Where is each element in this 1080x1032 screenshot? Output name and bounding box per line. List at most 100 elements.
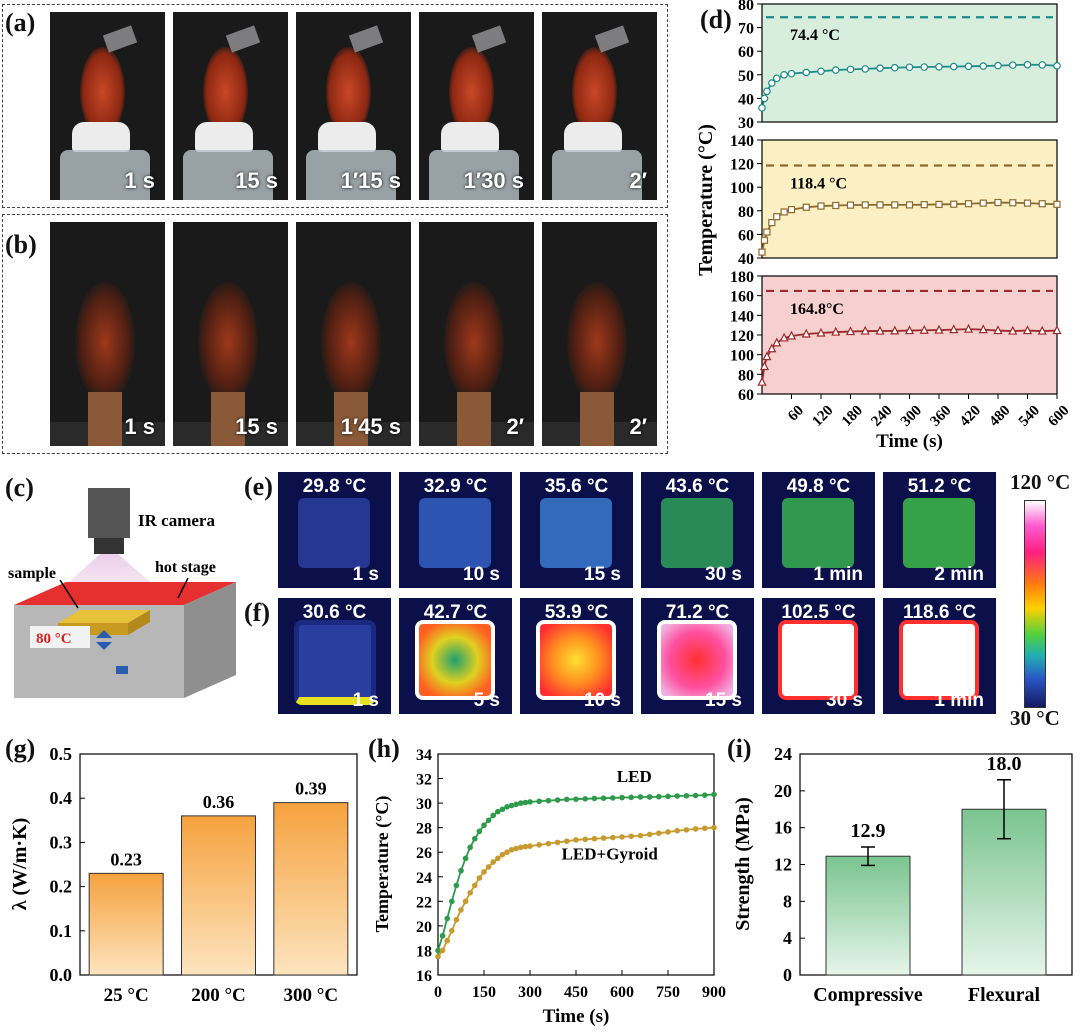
y-tick-label: 20 xyxy=(774,781,792,801)
data-point xyxy=(993,325,1003,335)
thermal-time: 15 s xyxy=(584,564,621,585)
y-tick-label: 16 xyxy=(416,968,432,985)
data-point xyxy=(692,792,699,799)
plot-area xyxy=(761,275,1058,395)
data-point xyxy=(772,337,782,347)
data-point xyxy=(760,236,769,244)
data-point xyxy=(495,855,501,862)
burner-tube xyxy=(334,392,368,446)
stage-top xyxy=(14,582,236,605)
y-tick-label: 24 xyxy=(774,744,792,764)
sample-block xyxy=(58,610,150,623)
chart-h: 16 18 20 22 24 26 28 30 32 34 0 150 300 450 600 750 900 L… xyxy=(372,747,726,1027)
data-point xyxy=(920,201,928,209)
panel-label-f: (f) xyxy=(244,598,270,627)
sample-sheet xyxy=(471,25,507,53)
data-point xyxy=(934,324,944,334)
flame-shape xyxy=(444,282,504,402)
x-tick-label: 60 xyxy=(785,403,807,425)
glass-bottle xyxy=(60,150,150,200)
data-point xyxy=(831,326,841,336)
thermal-temperature: 102.5 °C xyxy=(781,602,856,623)
bar xyxy=(181,815,256,976)
camera-body xyxy=(88,488,130,538)
y-tick-label: 100 xyxy=(730,180,754,197)
data-point xyxy=(692,826,699,832)
chart-g: 0.0 0.1 0.2 0.3 0.4 0.5 0.23 25 °C 0.36 200 °C 0.3… xyxy=(9,744,358,1006)
data-point xyxy=(439,932,446,939)
data-point xyxy=(1009,199,1017,207)
heated-sample xyxy=(782,498,854,568)
reference-label: 164.8°C xyxy=(790,301,844,318)
flame-photo: 15 s xyxy=(173,222,288,446)
data-point xyxy=(656,830,662,836)
sample-sheet xyxy=(594,25,630,53)
panel-label-e: (e) xyxy=(244,472,273,501)
data-point xyxy=(890,325,900,335)
thermal-time: 10 s xyxy=(463,564,500,585)
data-point xyxy=(467,889,473,896)
photo-time-label: 15 s xyxy=(235,168,278,193)
flame-photo: 1 s xyxy=(50,12,165,200)
temperature-display-value: 80 °C xyxy=(36,631,72,647)
y-tick-label: 80 xyxy=(738,0,754,14)
y-tick-label: 28 xyxy=(416,821,432,838)
y-tick-label: 140 xyxy=(730,308,754,325)
data-point xyxy=(564,796,570,803)
y-tick-label: 4 xyxy=(783,928,792,948)
data-point xyxy=(600,835,607,841)
heated-sample xyxy=(415,620,495,700)
data-point xyxy=(476,875,483,881)
data-point xyxy=(780,71,788,79)
data-point xyxy=(449,898,455,905)
data-point xyxy=(904,325,915,335)
heated-sample xyxy=(899,620,979,700)
thermal-time: 10 s xyxy=(584,690,621,711)
colorbar xyxy=(1024,500,1046,708)
photo-time-label: 1′15 s xyxy=(340,168,401,193)
bar-value-label: 0.39 xyxy=(295,779,327,799)
thermal-temperature: 51.2 °C xyxy=(907,476,972,497)
heated-sample xyxy=(294,620,376,705)
data-point xyxy=(485,864,492,870)
data-point xyxy=(787,69,796,78)
panel-label-i: (i) xyxy=(727,734,752,763)
y-tick-label: 30 xyxy=(416,796,432,813)
data-point xyxy=(780,208,788,216)
data-point xyxy=(462,855,469,862)
data-point xyxy=(832,201,840,210)
data-point xyxy=(435,947,441,954)
y-tick-label: 32 xyxy=(416,772,432,789)
data-point xyxy=(767,343,777,353)
y-tick-label: 0.5 xyxy=(50,744,73,764)
photo-time-label: 2′ xyxy=(629,414,647,439)
category-label: 25 °C xyxy=(104,985,149,1006)
data-point xyxy=(508,846,515,853)
data-point xyxy=(1008,61,1017,69)
data-point xyxy=(444,915,450,922)
data-point xyxy=(817,202,825,210)
flame-photo: 1 s xyxy=(50,222,165,446)
x-tick-label: 120 xyxy=(809,403,836,430)
thermal-temperature: 118.6 °C xyxy=(902,602,977,623)
wick-holder xyxy=(72,122,130,152)
data-point xyxy=(949,62,958,71)
x-axis-label: Time (s) xyxy=(543,1006,610,1027)
data-point xyxy=(702,792,708,798)
data-point xyxy=(711,824,717,831)
x-tick-label: 300 xyxy=(518,984,542,1001)
y-tick-label: 0.0 xyxy=(50,965,73,985)
y-tick-label: 20 xyxy=(416,919,432,936)
data-point xyxy=(481,822,487,829)
y-tick-label: 120 xyxy=(730,328,754,345)
glass-bottle xyxy=(306,150,396,200)
data-point xyxy=(758,248,766,256)
data-point xyxy=(522,799,529,806)
hot-stage-schematic: IR camera sample hot stage 80 °C xyxy=(8,488,236,698)
plot-area xyxy=(761,139,1058,259)
thermal-temperature: 71.2 °C xyxy=(665,602,730,623)
y-tick-label: 26 xyxy=(416,845,432,862)
panel-label-a: (a) xyxy=(5,8,36,37)
data-point xyxy=(935,62,943,71)
y-axis-label: Temperature (°C) xyxy=(372,796,393,933)
